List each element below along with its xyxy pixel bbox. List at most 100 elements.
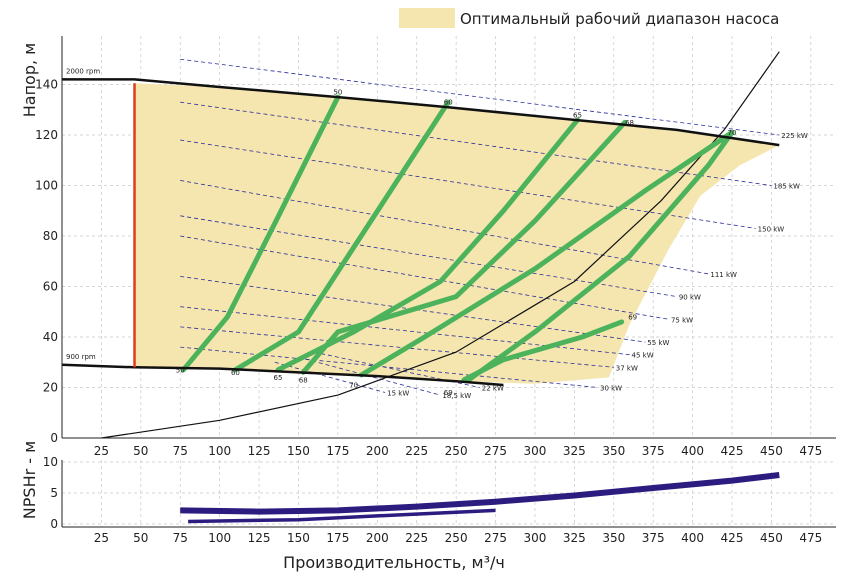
- legend-label: Оптимальный рабочий диапазон насоса: [460, 10, 779, 28]
- npsh-x-tick-label: 350: [602, 531, 625, 545]
- npsh-x-tick-label: 200: [366, 531, 389, 545]
- efficiency-label-top: 65: [573, 111, 582, 119]
- npsh-y-tick-label: 5: [50, 486, 58, 500]
- head-x-tick-label: 25: [94, 444, 109, 458]
- npsh-x-tick-label: 325: [563, 531, 586, 545]
- npsh-x-tick-label: 175: [326, 531, 349, 545]
- head-y-tick-label: 40: [43, 330, 58, 344]
- power-line-label: 45 kW: [632, 352, 654, 360]
- head-x-tick-label: 75: [173, 444, 188, 458]
- npsh-x-tick-label: 425: [721, 531, 744, 545]
- npsh-x-tick-label: 25: [94, 531, 109, 545]
- efficiency-label-bottom: 50: [176, 366, 185, 374]
- npsh-x-tick-label: 225: [405, 531, 428, 545]
- system-curve: [101, 51, 780, 439]
- power-line: [180, 180, 709, 275]
- efficiency-curve: [180, 94, 341, 373]
- efficiency-label-bottom: 60: [231, 369, 240, 377]
- power-line-label: 185 kW: [773, 183, 800, 191]
- legend: Оптимальный рабочий диапазон насоса: [399, 8, 779, 28]
- head-x-tick-label: 300: [523, 444, 546, 458]
- head-x-tick-label: 175: [326, 444, 349, 458]
- efficiency-label-top: 69: [628, 313, 637, 321]
- head-x-tick-label: 400: [681, 444, 704, 458]
- power-line: [180, 326, 614, 368]
- head-x-tick-label: 225: [405, 444, 428, 458]
- head-x-tick-label: 100: [208, 444, 231, 458]
- head-x-tick-label: 125: [248, 444, 271, 458]
- head-x-tick-label: 450: [760, 444, 783, 458]
- head-y-tick-label: 0: [50, 431, 58, 445]
- npsh-x-tick-label: 50: [133, 531, 148, 545]
- power-line-label: 18,5 kW: [442, 392, 471, 400]
- head-x-tick-label: 325: [563, 444, 586, 458]
- head-panel: 225 kW 185 kW 150 kW 111 kW 90 kW 75 kW 55 kW 4…: [35, 36, 836, 458]
- speed-curve-label: 900 rpm: [66, 353, 96, 361]
- efficiency-label-top: 50: [333, 89, 342, 97]
- power-line-label: 30 kW: [600, 385, 622, 393]
- power-line: [180, 58, 780, 136]
- power-line-label: 37 kW: [616, 364, 638, 372]
- efficiency-curve: [300, 119, 628, 375]
- power-line: [180, 235, 670, 320]
- head-y-tick-label: 120: [35, 128, 58, 142]
- npsh-axis-title: NPSHr - м: [20, 441, 39, 519]
- efficiency-label-bottom: 69: [444, 389, 453, 397]
- efficiency-curve: [461, 319, 625, 383]
- head-x-tick-label: 50: [133, 444, 148, 458]
- efficiency-label-top: 68: [625, 119, 634, 127]
- head-x-tick-label: 425: [721, 444, 744, 458]
- head-x-tick-label: 200: [366, 444, 389, 458]
- power-line: [180, 306, 630, 356]
- efficiency-label-top: 70: [728, 129, 737, 137]
- head-x-tick-label: 475: [799, 444, 822, 458]
- npsh-x-tick-label: 250: [445, 531, 468, 545]
- head-y-tick-label: 60: [43, 280, 58, 294]
- head-y-tick-label: 140: [35, 78, 58, 92]
- head-y-tick-label: 100: [35, 179, 58, 193]
- power-line: [274, 361, 386, 393]
- power-line-label: 75 kW: [671, 316, 693, 324]
- efficiency-label-bottom: 70: [349, 382, 358, 390]
- power-line-label: 90 kW: [679, 294, 701, 302]
- efficiency-label-bottom: 65: [274, 374, 283, 382]
- npsh-x-tick-label: 100: [208, 531, 231, 545]
- npsh-curve: [180, 472, 780, 515]
- optimal-range-area: [134, 83, 780, 384]
- npsh-x-tick-label: 75: [173, 531, 188, 545]
- head-y-tick-label: 80: [43, 229, 58, 243]
- npsh-x-tick-label: 475: [799, 531, 822, 545]
- head-axis-title: Напор, м: [20, 43, 39, 117]
- efficiency-curve: [232, 99, 451, 373]
- power-line-label: 111 kW: [710, 271, 737, 279]
- head-x-tick-label: 250: [445, 444, 468, 458]
- npsh-x-tick-label: 125: [248, 531, 271, 545]
- x-axis-title: Производительность, м³/ч: [283, 553, 505, 572]
- npsh-x-tick-label: 275: [484, 531, 507, 545]
- npsh-x-tick-label: 300: [523, 531, 546, 545]
- head-x-tick-label: 150: [287, 444, 310, 458]
- speed-curve-label: 2000 rpm: [66, 67, 100, 75]
- head-x-tick-label: 350: [602, 444, 625, 458]
- npsh-x-tick-label: 375: [642, 531, 665, 545]
- efficiency-label-bottom: 68: [299, 376, 308, 384]
- power-line-label: 225 kW: [781, 132, 808, 140]
- power-line-label: 15 kW: [387, 390, 409, 398]
- efficiency-curve: [359, 130, 735, 383]
- efficiency-label-top: 60: [444, 99, 453, 107]
- npsh-x-tick-label: 450: [760, 531, 783, 545]
- head-x-tick-label: 275: [484, 444, 507, 458]
- speed-curve: [62, 78, 780, 147]
- power-line-label: 150 kW: [758, 225, 785, 233]
- npsh-x-tick-label: 400: [681, 531, 704, 545]
- npsh-curve: [188, 508, 496, 524]
- npsh-x-tick-label: 150: [287, 531, 310, 545]
- head-y-tick-label: 20: [43, 381, 58, 395]
- power-line: [180, 139, 756, 229]
- power-line-label: 22 kW: [482, 385, 504, 393]
- npsh-y-tick-label: 0: [50, 517, 58, 531]
- legend-swatch: [399, 8, 455, 28]
- npsh-y-tick-label: 10: [43, 455, 58, 469]
- head-x-tick-label: 375: [642, 444, 665, 458]
